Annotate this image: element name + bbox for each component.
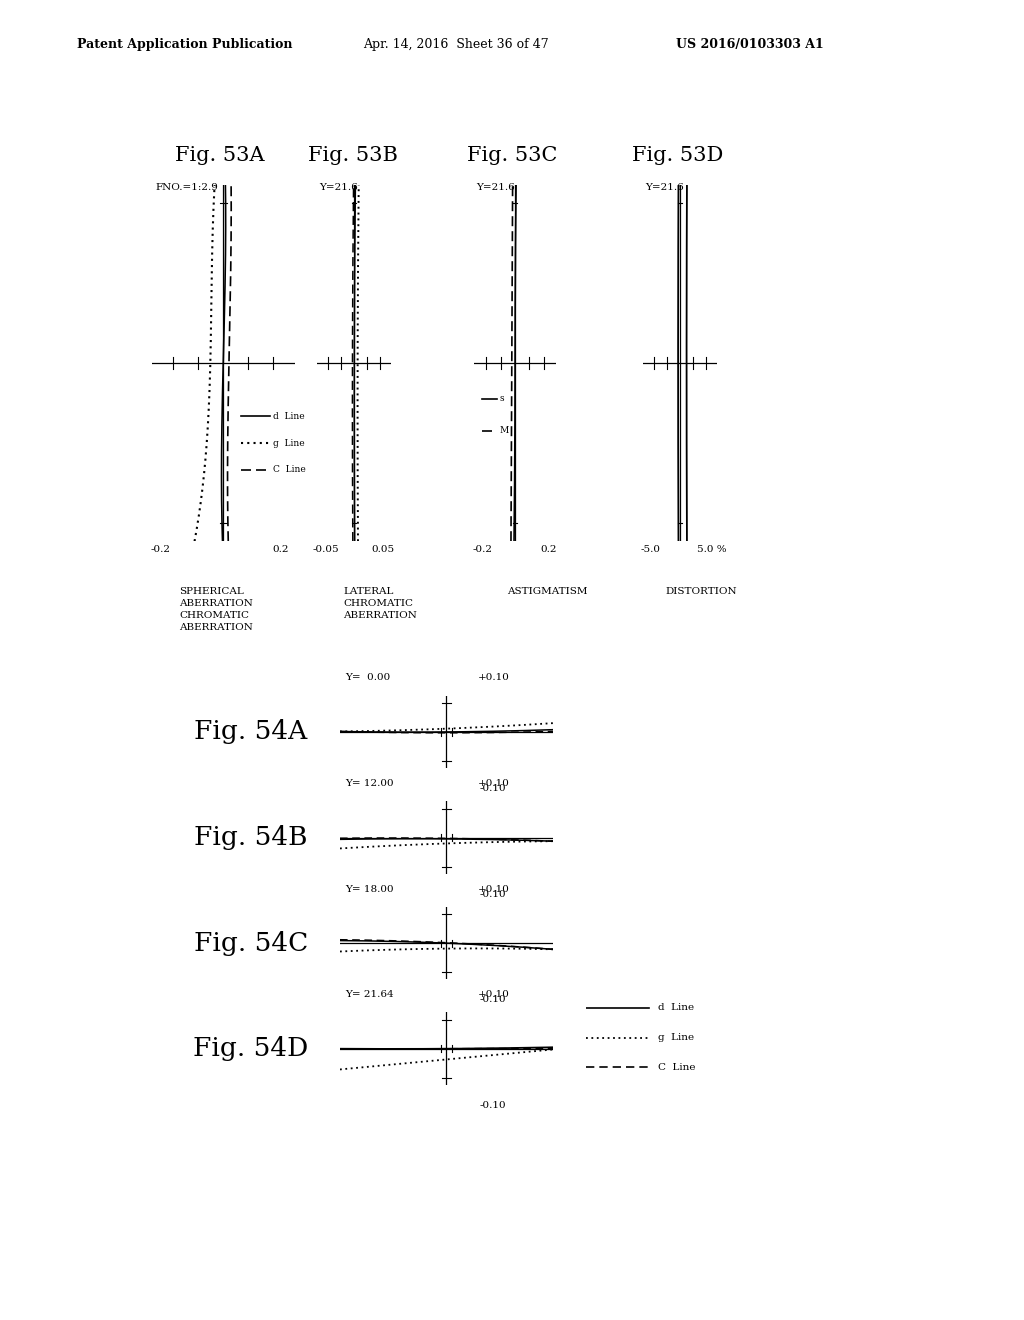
Text: Y=21.6: Y=21.6 xyxy=(319,183,358,193)
Text: ASTIGMATISM: ASTIGMATISM xyxy=(507,587,588,597)
Text: -0.2: -0.2 xyxy=(151,545,171,554)
Text: Fig. 54C: Fig. 54C xyxy=(194,931,308,956)
Text: DISTORTION: DISTORTION xyxy=(666,587,737,597)
Text: -0.10: -0.10 xyxy=(480,784,507,793)
Text: SPHERICAL
ABERRATION
CHROMATIC
ABERRATION: SPHERICAL ABERRATION CHROMATIC ABERRATIO… xyxy=(179,587,253,632)
Text: +0.10: +0.10 xyxy=(477,779,509,788)
Text: Y= 21.64: Y= 21.64 xyxy=(345,990,393,999)
Text: Fig. 53C: Fig. 53C xyxy=(467,147,557,165)
Text: 0.2: 0.2 xyxy=(541,545,557,554)
Text: Patent Application Publication: Patent Application Publication xyxy=(77,37,292,50)
Text: Y=21.6: Y=21.6 xyxy=(476,183,515,193)
Text: Y= 12.00: Y= 12.00 xyxy=(345,779,393,788)
Text: s: s xyxy=(500,395,504,403)
Text: C  Line: C Line xyxy=(657,1063,695,1072)
Text: +0.10: +0.10 xyxy=(477,673,509,682)
Text: -5.0: -5.0 xyxy=(640,545,660,554)
Text: 0.2: 0.2 xyxy=(272,545,289,554)
Text: Y= 18.00: Y= 18.00 xyxy=(345,884,393,894)
Text: C  Line: C Line xyxy=(273,466,306,474)
Text: FNO.=1:2.9: FNO.=1:2.9 xyxy=(156,183,218,193)
Text: Fig. 54B: Fig. 54B xyxy=(195,825,307,850)
Text: Fig. 53D: Fig. 53D xyxy=(632,147,724,165)
Text: US 2016/0103303 A1: US 2016/0103303 A1 xyxy=(676,37,823,50)
Text: g  Line: g Line xyxy=(273,438,305,447)
Text: 5.0 %: 5.0 % xyxy=(697,545,726,554)
Text: 0.05: 0.05 xyxy=(372,545,394,554)
Text: -0.10: -0.10 xyxy=(480,995,507,1005)
Text: Fig. 54A: Fig. 54A xyxy=(195,719,307,744)
Text: d  Line: d Line xyxy=(273,412,305,421)
Text: d  Line: d Line xyxy=(657,1003,694,1012)
Text: Y=21.6: Y=21.6 xyxy=(645,183,684,193)
Text: LATERAL
CHROMATIC
ABERRATION: LATERAL CHROMATIC ABERRATION xyxy=(343,587,417,620)
Text: Apr. 14, 2016  Sheet 36 of 47: Apr. 14, 2016 Sheet 36 of 47 xyxy=(364,37,549,50)
Text: Y=  0.00: Y= 0.00 xyxy=(345,673,390,682)
Text: Fig. 54D: Fig. 54D xyxy=(194,1036,308,1061)
Text: -0.10: -0.10 xyxy=(480,1101,507,1110)
Text: -0.2: -0.2 xyxy=(472,545,493,554)
Text: -0.05: -0.05 xyxy=(312,545,339,554)
Text: Fig. 53A: Fig. 53A xyxy=(175,147,265,165)
Text: -0.10: -0.10 xyxy=(480,890,507,899)
Text: M: M xyxy=(500,426,509,436)
Text: g  Line: g Line xyxy=(657,1034,694,1041)
Text: +0.10: +0.10 xyxy=(477,884,509,894)
Text: Fig. 53B: Fig. 53B xyxy=(308,147,398,165)
Text: +0.10: +0.10 xyxy=(477,990,509,999)
